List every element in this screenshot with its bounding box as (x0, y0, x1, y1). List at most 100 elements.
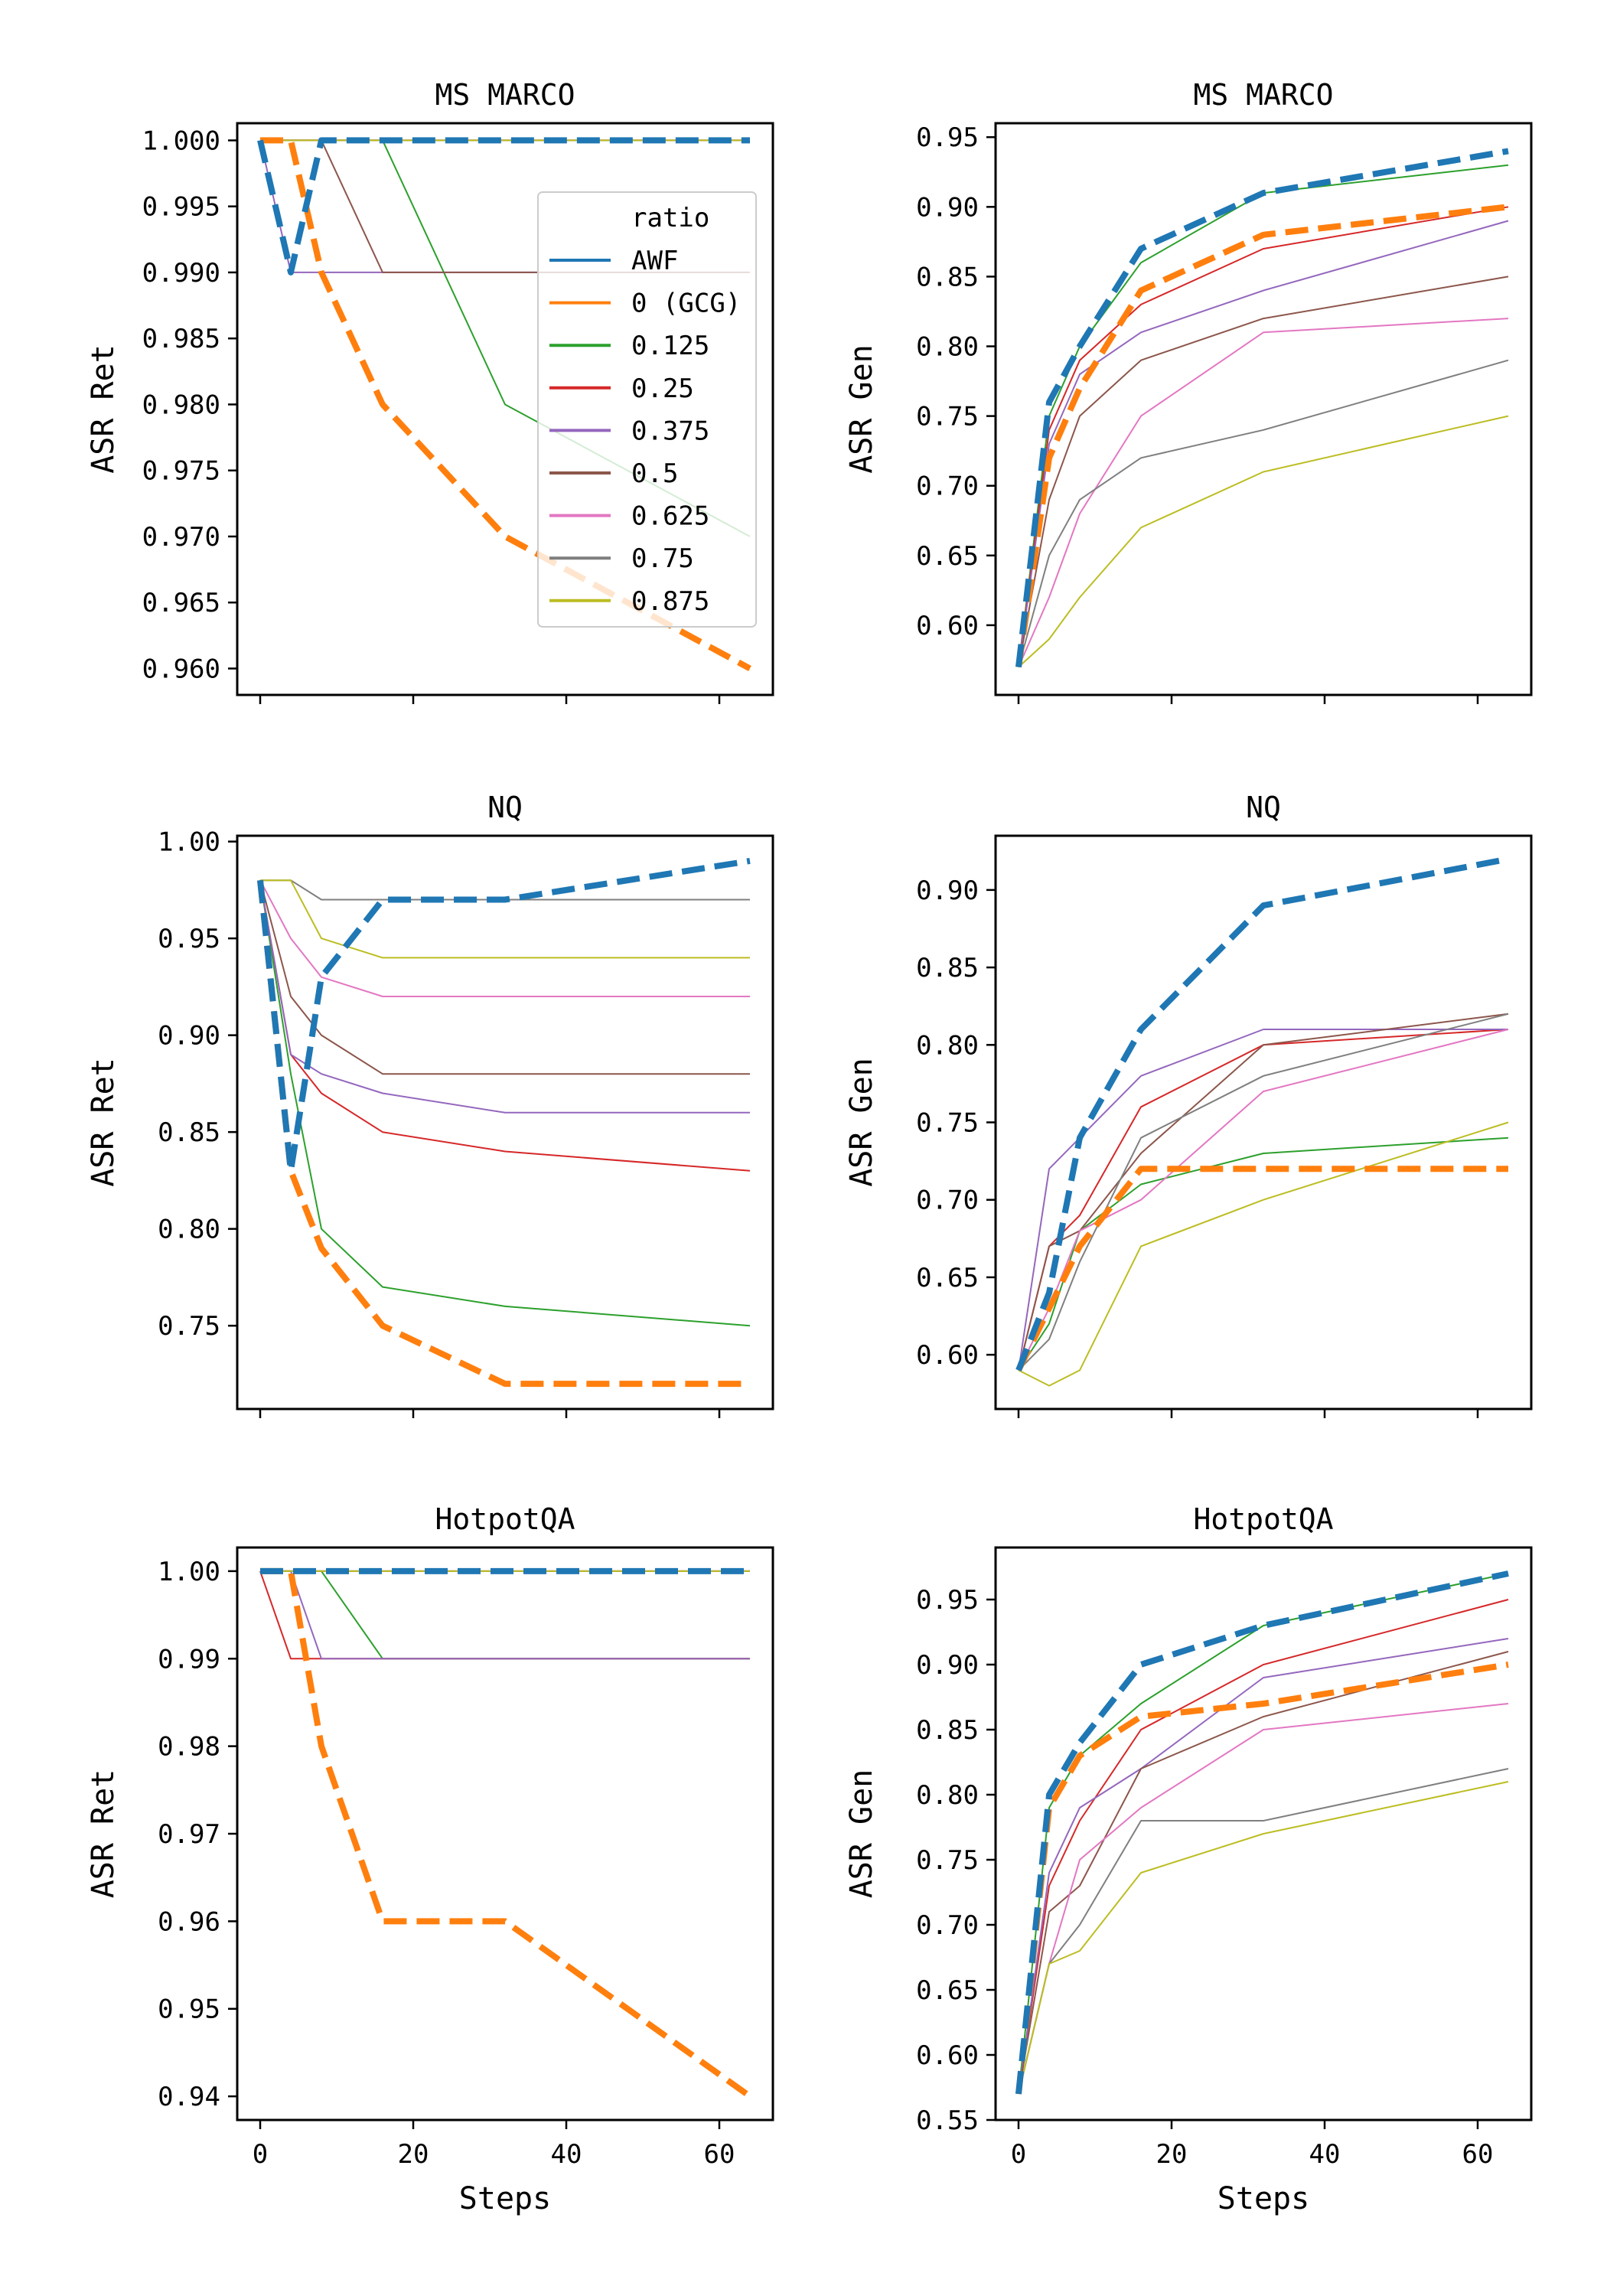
y-tick-label: 0.985 (142, 324, 220, 354)
y-tick-label: 0.60 (916, 2040, 979, 2071)
plot-frame (994, 1546, 1533, 2122)
series-line-0-gcg (257, 879, 750, 1388)
y-tick-label: 0.65 (916, 1975, 979, 2006)
y-tick-label: 0.60 (916, 1340, 979, 1371)
series-line-0-625 (1018, 318, 1509, 668)
series-line-0-75 (1018, 1013, 1509, 1371)
series-line-0-25 (1018, 206, 1509, 667)
panel-msmarco-gen: MS MARCO 0.60 0.65 0.70 0.75 0.80 0.85 0.90 0.95… (844, 78, 1533, 704)
y-tick-label: 0.80 (916, 1780, 979, 1811)
plot-frame (236, 122, 774, 696)
series-line-0-25 (259, 880, 751, 1172)
y-tick-label: 0.94 (158, 2082, 220, 2112)
panel-nq-gen: NQ 0.60 0.65 0.70 0.75 0.80 0.85 0.90 ASR Gen (844, 791, 1533, 1418)
x-tick-label: 20 (398, 2139, 429, 2170)
series-line-0-75 (1018, 359, 1509, 667)
y-tick-label: 0.98 (158, 1732, 220, 1763)
legend-label: 0.25 (631, 373, 694, 404)
series-line-0-375 (1018, 1029, 1508, 1371)
series-line-0-375 (1018, 220, 1509, 667)
y-tick-label: 0.80 (158, 1215, 220, 1245)
legend-label: 0 (GCG) (631, 289, 741, 319)
series-line-0-375 (260, 1570, 750, 1660)
panel-title: NQ (1246, 791, 1281, 824)
y-tick-label: 0.85 (916, 1715, 979, 1746)
panel-title: NQ (487, 791, 523, 824)
plot-area (259, 1567, 752, 2099)
plot-frame (236, 834, 774, 1411)
y-tick-label: 0.90 (916, 876, 979, 906)
y-tick-label: 0.95 (916, 1585, 979, 1616)
series-line-0-125 (259, 880, 751, 1327)
series-line-0-75 (1018, 1768, 1509, 2095)
x-tick-label: 0 (1011, 2139, 1026, 2170)
series-line-0-625 (1018, 1029, 1509, 1371)
y-tick-label: 0.85 (158, 1117, 220, 1148)
series-line-0-25 (259, 1570, 750, 1660)
series-line-0-875 (1018, 415, 1509, 668)
y-tick-label: 0.75 (916, 402, 979, 432)
y-tick-label: 0.960 (142, 654, 220, 684)
y-tick-label: 1.000 (142, 126, 220, 156)
series-line-0-5 (1018, 1651, 1509, 2095)
series-line-0-375 (259, 880, 750, 1114)
y-tick-label: 0.85 (916, 262, 979, 292)
series-line-0-625 (259, 879, 750, 997)
series-line-0-125 (1018, 164, 1509, 667)
y-tick-label: 0.85 (916, 953, 979, 983)
legend-label: AWF (631, 246, 678, 276)
panel-msmarco-ret: MS MARCO 0.960 0.965 0.970 0.975 0.980 0.985 0.… (86, 78, 774, 704)
y-tick-label: 0.975 (142, 456, 220, 487)
series-line-0-gcg (260, 1567, 752, 2099)
plot-area (1015, 148, 1509, 668)
panel-title: MS MARCO (435, 78, 575, 112)
series-line-0-875 (260, 879, 750, 959)
legend-label: 0.5 (631, 458, 678, 489)
plot-area (1015, 1570, 1509, 2095)
series-line-0-gcg (1015, 204, 1509, 668)
y-tick-label: 0.965 (142, 588, 220, 618)
y-tick-label: 0.60 (916, 611, 979, 641)
y-tick-label: 0.70 (916, 1910, 979, 1941)
panel-title: HotpotQA (1193, 1502, 1333, 1536)
y-axis-label: ASR Gen (844, 1058, 879, 1187)
y-tick-label: 0.65 (916, 541, 979, 572)
y-tick-label: 0.980 (142, 390, 220, 420)
y-tick-label: 0.90 (916, 1650, 979, 1681)
series-line-0-125 (260, 1570, 750, 1660)
y-tick-label: 0.995 (142, 192, 220, 223)
legend-label: 0.875 (631, 586, 709, 617)
x-tick-label: 20 (1156, 2139, 1188, 2170)
x-tick-label: 60 (1462, 2139, 1494, 2170)
y-tick-label: 0.95 (916, 122, 979, 153)
plot-area (257, 857, 751, 1388)
y-tick-label: 1.00 (158, 827, 220, 858)
y-tick-label: 0.80 (916, 1030, 979, 1061)
y-tick-label: 0.95 (158, 924, 220, 954)
legend-label: 0.375 (631, 416, 709, 446)
y-tick-label: 0.75 (916, 1845, 979, 1876)
y-tick-label: 0.65 (916, 1263, 979, 1293)
series-line-awf (1015, 856, 1509, 1371)
legend-label: 0.125 (631, 331, 709, 361)
y-axis-label: ASR Ret (86, 1769, 121, 1899)
y-tick-label: 0.970 (142, 522, 220, 553)
y-axis-label: ASR Gen (844, 344, 879, 474)
y-axis-label: ASR Ret (86, 1058, 121, 1187)
x-tick-label: 40 (1309, 2139, 1341, 2170)
x-tick-label: 60 (704, 2139, 735, 2170)
y-tick-label: 0.55 (916, 2105, 979, 2136)
series-line-0-5 (1018, 1013, 1509, 1371)
series-line-0-625 (1018, 1703, 1509, 2095)
panel-title: HotpotQA (435, 1502, 575, 1536)
y-tick-label: 0.75 (916, 1108, 979, 1139)
y-tick-label: 0.99 (158, 1644, 220, 1675)
x-axis-label: Steps (459, 2181, 551, 2216)
series-line-awf (1015, 148, 1509, 668)
y-axis-label: ASR Ret (86, 344, 121, 474)
plot-frame (236, 1546, 774, 2122)
legend-box (537, 191, 757, 628)
y-tick-label: 0.70 (916, 1186, 979, 1216)
legend-title: ratio (631, 203, 709, 233)
